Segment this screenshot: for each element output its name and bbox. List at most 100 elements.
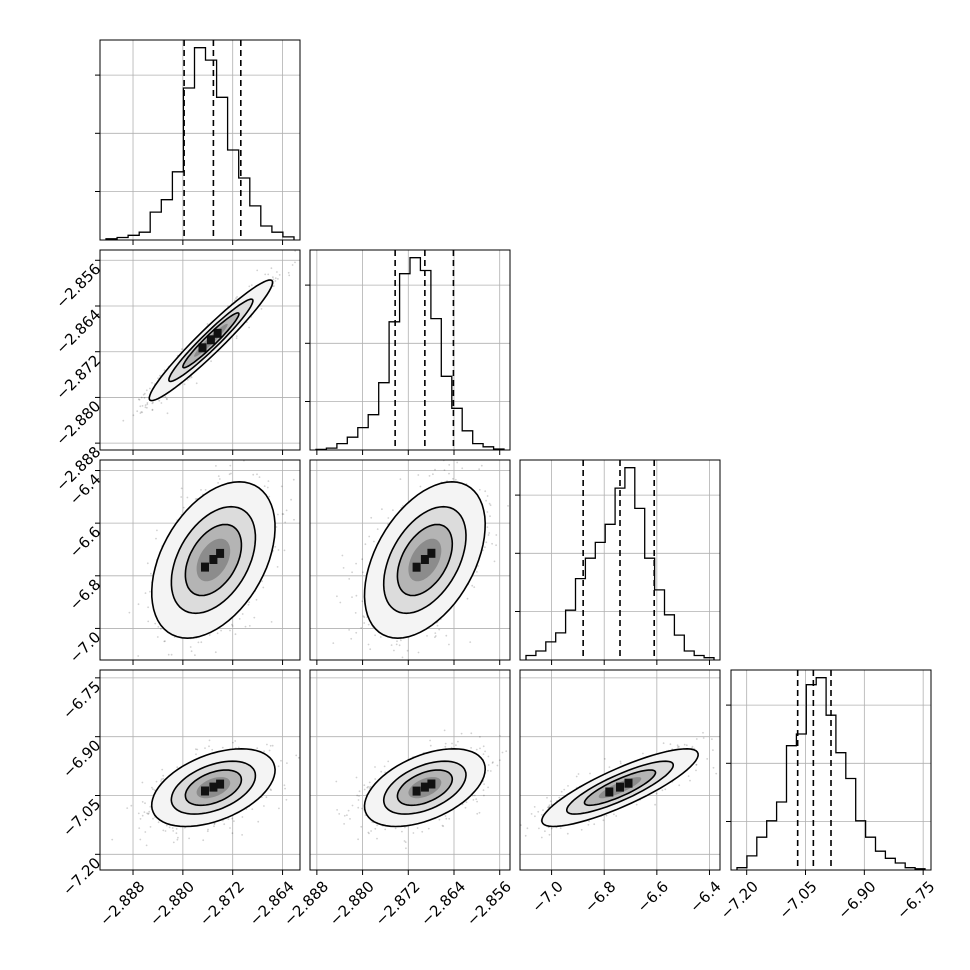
panel-2-contour-1 [382, 505, 467, 615]
panel-0-contour-1 [168, 298, 254, 383]
sample-point [139, 405, 142, 408]
sample-point [266, 743, 268, 746]
sample-point [128, 611, 131, 614]
sample-point [146, 562, 149, 565]
sample-point [460, 446, 462, 448]
sample-point [188, 377, 191, 379]
sample-point [272, 276, 274, 279]
sample-point [455, 744, 457, 746]
sample-point [138, 398, 141, 401]
sample-point [477, 565, 479, 567]
sample-point [361, 558, 364, 561]
sample-point [401, 656, 404, 659]
sample-point [451, 742, 453, 745]
sample-point [206, 830, 209, 833]
sample-point [227, 818, 230, 820]
sample-point [141, 405, 144, 407]
sample-point [523, 432, 525, 434]
sample-point [401, 830, 403, 833]
sample-point [277, 513, 279, 516]
sample-point [475, 798, 478, 800]
sample-point [164, 664, 166, 666]
sample-point [241, 613, 244, 615]
sample-point [350, 637, 353, 640]
sample-point [485, 541, 488, 544]
sample-point [234, 740, 237, 742]
sample-point [396, 640, 398, 643]
sample-point [473, 586, 476, 588]
sample-point [470, 732, 473, 735]
sample-point [144, 802, 146, 805]
histogram-0-frame [99, 39, 301, 241]
panel-3-frame [99, 669, 301, 871]
sample-point [341, 662, 343, 664]
sample-point [231, 623, 233, 626]
sample-point [417, 474, 420, 476]
density-core-cell-1 [213, 328, 222, 338]
scatter-panel-0-2-content [100, 460, 300, 666]
sample-point [456, 461, 459, 464]
sample-point [130, 663, 132, 665]
scatter-panel-0-3 [99, 669, 301, 871]
sample-point [143, 811, 146, 813]
sample-point [139, 838, 142, 841]
sample-point [266, 486, 269, 489]
sample-point [147, 620, 150, 623]
histogram-panel-0 [95, 39, 301, 241]
sample-point [286, 762, 288, 764]
sample-point [146, 403, 149, 406]
sample-point [434, 632, 437, 634]
sample-point [419, 485, 422, 488]
sample-point [268, 495, 271, 498]
sample-point [489, 504, 492, 507]
sample-point [348, 629, 350, 631]
sample-point [278, 274, 281, 276]
sample-point [248, 326, 251, 329]
sample-point [141, 781, 144, 784]
sample-point [188, 837, 191, 840]
sample-point [288, 274, 291, 277]
sample-point [273, 285, 275, 287]
sample-point [237, 746, 240, 749]
sample-point [454, 478, 457, 481]
sample-point [159, 628, 162, 630]
sample-point [486, 511, 489, 513]
sample-point [146, 406, 148, 409]
sample-point [283, 549, 286, 552]
sample-point [267, 273, 270, 276]
sample-point [168, 826, 171, 829]
sample-point [180, 487, 183, 490]
sample-point [140, 396, 143, 399]
histogram-2-steps [525, 467, 715, 660]
sample-point [263, 485, 266, 487]
sample-point [195, 748, 197, 751]
sample-point [165, 397, 168, 400]
sample-point [183, 826, 186, 829]
sample-point [147, 606, 150, 609]
sample-point [204, 747, 206, 749]
sample-point [485, 499, 487, 502]
sample-point [136, 410, 139, 413]
sample-point [139, 818, 142, 820]
scatter-panel-1-3-content [310, 670, 510, 870]
density-core-cell-0 [412, 562, 421, 572]
scatter-panel-0-1 [99, 249, 301, 451]
sample-point [270, 789, 272, 791]
sample-point [270, 621, 273, 623]
sample-point [355, 776, 358, 779]
sample-point [400, 639, 402, 642]
sample-point [260, 308, 263, 310]
sample-point [276, 271, 278, 273]
sample-point [362, 571, 364, 574]
sample-point [351, 571, 353, 574]
sample-point [263, 805, 265, 807]
sample-point [383, 765, 386, 768]
sample-point [142, 393, 145, 396]
sample-point [434, 635, 437, 637]
sample-point [278, 807, 280, 810]
sample-point [177, 836, 179, 839]
sample-point [151, 402, 154, 405]
sample-point [364, 543, 367, 546]
sample-point [374, 766, 376, 768]
sample-point [244, 625, 247, 628]
